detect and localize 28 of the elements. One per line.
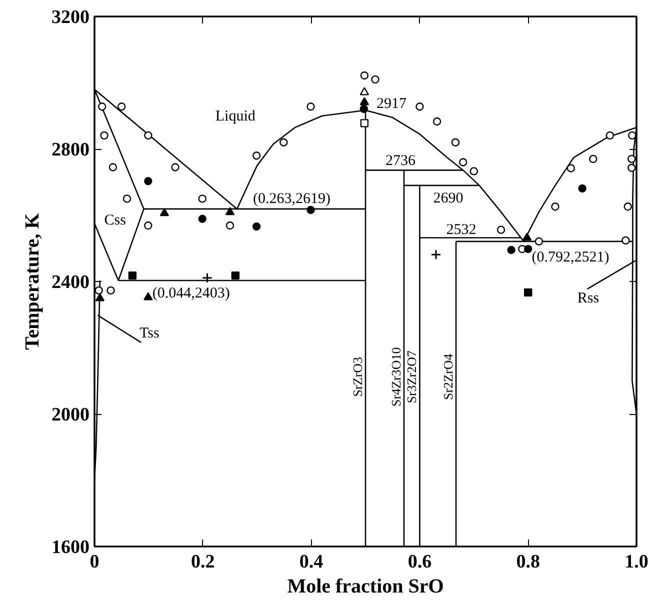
y-tick-label: 1600	[52, 537, 90, 558]
annotation: (0.792,2521)	[532, 249, 610, 266]
annotation: 2736	[386, 153, 416, 170]
x-axis-title: Mole fraction SrO	[287, 576, 444, 598]
x-tick-label: 1.0	[624, 552, 648, 572]
annotation: 2532	[446, 222, 476, 238]
annotation: 2917	[376, 96, 407, 112]
text: Sr3Zr2O7	[404, 350, 420, 404]
text: Sr4Zr3O10	[388, 347, 404, 407]
annotation: (0.044,2403)	[152, 286, 230, 302]
text: SrZrO3	[350, 357, 365, 397]
y-tick-label: 2400	[52, 272, 90, 293]
y-tick-label: 3200	[52, 7, 90, 28]
x-tick-label: 0.8	[516, 552, 540, 572]
x-tick-label: 0	[90, 552, 100, 572]
annotation: Liquid	[215, 108, 256, 125]
annotation: (0.263,2619)	[253, 190, 331, 207]
annotation: Css	[104, 212, 126, 229]
y-tick-label: 2000	[52, 404, 90, 426]
annotation: Tss	[139, 325, 160, 342]
annotation: Rss	[577, 290, 600, 307]
text: Sr2ZrO4	[440, 353, 456, 400]
x-tick-label: 0.4	[299, 552, 324, 572]
y-axis-title: Temperature, K	[22, 212, 44, 350]
x-tick-label: 0.2	[191, 552, 215, 572]
y-tick-label: 2800	[52, 140, 90, 160]
x-tick-label: 0.6	[408, 552, 432, 572]
annotation: 2690	[433, 190, 464, 206]
